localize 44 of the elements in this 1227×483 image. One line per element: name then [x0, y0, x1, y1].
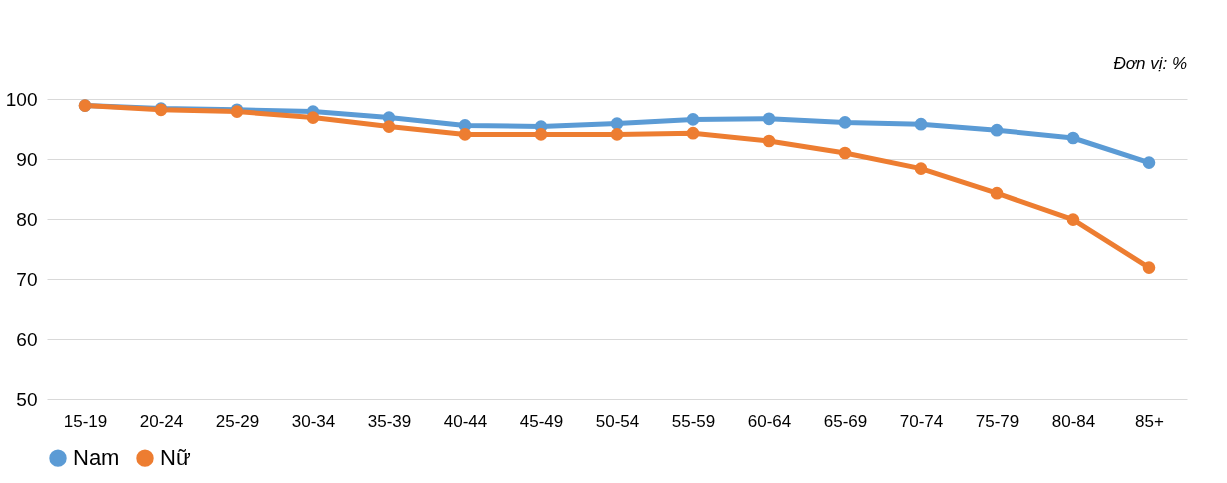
x-tick-label: 40-44: [443, 411, 488, 431]
point: [1066, 213, 1080, 226]
point: [990, 186, 1004, 200]
x-tick-label: 30-34: [291, 411, 336, 431]
x-tick-label: 70-74: [899, 411, 944, 431]
point: [534, 128, 548, 141]
x-tick-label: 20-24: [139, 411, 184, 431]
legend-label: Nam: [73, 445, 120, 471]
y-tick-label: 70: [16, 268, 38, 290]
x-tick-label: 25-29: [215, 411, 260, 431]
y-tick-label: 100: [5, 88, 38, 110]
x-tick-label: 55-59: [671, 411, 716, 431]
point: [610, 128, 624, 141]
point: [610, 117, 624, 130]
point: [686, 113, 700, 126]
point: [458, 128, 472, 141]
x-tick-label: 75-79: [975, 411, 1020, 431]
x-tick-label: 85+: [1135, 411, 1164, 431]
point: [838, 116, 852, 129]
point: [382, 120, 396, 133]
point: [762, 112, 776, 126]
x-tick-label: 65-69: [823, 411, 868, 431]
point: [990, 123, 1004, 137]
y-tick-label: 60: [16, 328, 38, 350]
x-tick-label: 35-39: [367, 411, 412, 431]
point: [914, 117, 928, 131]
point: [1066, 131, 1080, 145]
y-tick-label: 90: [16, 148, 38, 170]
point: [1142, 156, 1156, 169]
point: [914, 162, 928, 175]
legend-label: Nữ: [160, 445, 191, 471]
point: [306, 111, 320, 124]
point: [838, 146, 852, 160]
point: [1142, 261, 1156, 274]
y-tick-label: 50: [16, 388, 38, 410]
x-tick-label: 80-84: [1051, 411, 1096, 431]
x-tick-label: 50-54: [595, 411, 640, 431]
x-tick-label: 15-19: [63, 411, 108, 431]
point: [762, 134, 776, 148]
point: [686, 126, 700, 140]
x-tick-label: 60-64: [747, 411, 792, 431]
x-tick-label: 45-49: [519, 411, 564, 431]
text: Đơn vị: %: [1113, 54, 1187, 73]
y-tick-label: 80: [16, 208, 38, 230]
